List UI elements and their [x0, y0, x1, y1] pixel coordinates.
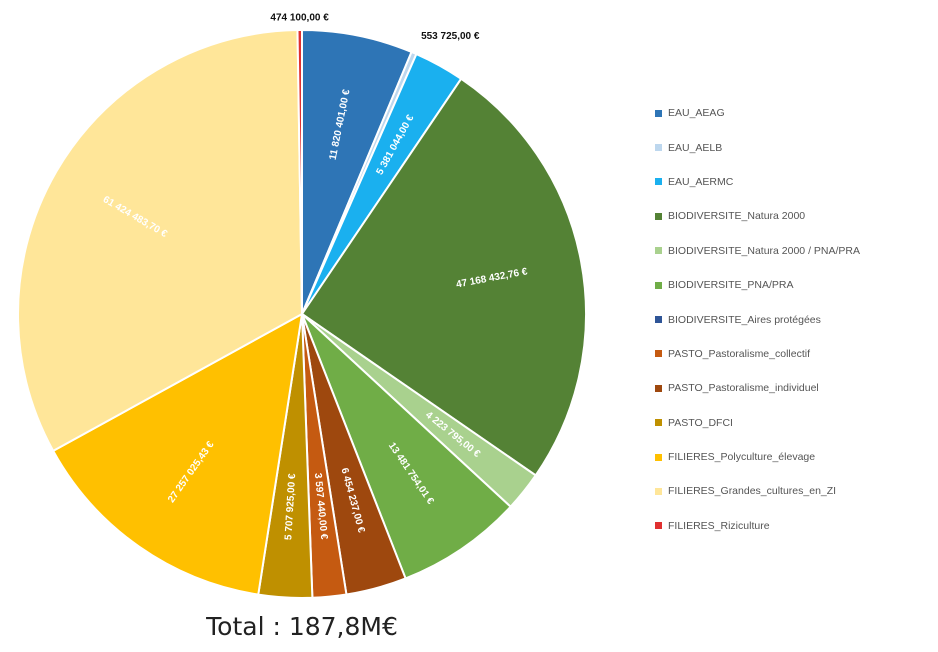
legend-label: FILIERES_Riziculture — [668, 519, 770, 532]
legend-label: PASTO_Pastoralisme_individuel — [668, 382, 819, 395]
pie-slice — [296, 28, 303, 315]
legend-label: PASTO_Pastoralisme_collectif — [668, 347, 811, 360]
pie-slices — [17, 28, 587, 599]
legend-swatch — [655, 212, 662, 220]
legend-label: BIODIVERSITE_Natura 2000 — [668, 210, 806, 223]
legend-item: BIODIVERSITE_Aires protégées — [655, 302, 935, 336]
pie-slice — [51, 312, 304, 596]
legend-swatch — [655, 350, 662, 358]
legend-label: BIODIVERSITE_Aires protégées — [668, 313, 821, 326]
legend-item: EAU_AEAG — [655, 96, 935, 130]
legend-item: PASTO_Pastoralisme_individuel — [655, 371, 935, 405]
total-label: Total : 187,8M€ — [206, 612, 398, 641]
legend-item: BIODIVERSITE_Natura 2000 — [655, 199, 935, 233]
slice-label: 5 707 925,00 € — [283, 473, 298, 541]
legend-item: EAU_AELB — [655, 130, 935, 164]
legend-swatch — [655, 109, 662, 117]
slice-label: 474 100,00 € — [270, 13, 329, 24]
legend-item: PASTO_Pastoralisme_collectif — [655, 337, 935, 371]
legend-swatch — [655, 522, 662, 530]
legend-swatch — [655, 178, 662, 186]
legend-swatch — [655, 144, 662, 152]
legend: EAU_AEAG EAU_AELB EAU_AERMC BIODIVERSITE_Na… — [655, 96, 935, 543]
slice-label: 553 725,00 € — [421, 31, 480, 42]
pie-slice — [17, 29, 304, 453]
legend-swatch — [655, 453, 662, 461]
pie-slice — [300, 77, 587, 477]
legend-swatch — [655, 247, 662, 255]
legend-label: EAU_AELB — [668, 141, 723, 154]
legend-label: EAU_AEAG — [668, 107, 725, 120]
legend-label: EAU_AERMC — [668, 175, 734, 188]
legend-item: EAU_AERMC — [655, 165, 935, 199]
legend-swatch — [655, 384, 662, 392]
legend-item: BIODIVERSITE_PNA/PRA — [655, 268, 935, 302]
legend-swatch — [655, 487, 662, 495]
pie-slice — [301, 313, 513, 580]
legend-swatch — [655, 316, 662, 324]
legend-label: FILIERES_Grandes_cultures_en_ZI — [668, 485, 837, 498]
legend-item: FILIERES_Polyculture_élevage — [655, 440, 935, 474]
legend-label: BIODIVERSITE_PNA/PRA — [668, 279, 794, 292]
legend-item: FILIERES_Riziculture — [655, 509, 935, 543]
legend-swatch — [655, 419, 662, 427]
legend-label: BIODIVERSITE_Natura 2000 / PNA/PRA — [668, 244, 860, 257]
legend-item: FILIERES_Grandes_cultures_en_ZI — [655, 474, 935, 508]
legend-item: BIODIVERSITE_Natura 2000 / PNA/PRA — [655, 234, 935, 268]
pie-slice — [301, 28, 413, 315]
legend-swatch — [655, 281, 662, 289]
legend-label: PASTO_DFCI — [668, 416, 733, 429]
legend-item: PASTO_DFCI — [655, 406, 935, 440]
legend-label: FILIERES_Polyculture_élevage — [668, 451, 816, 464]
